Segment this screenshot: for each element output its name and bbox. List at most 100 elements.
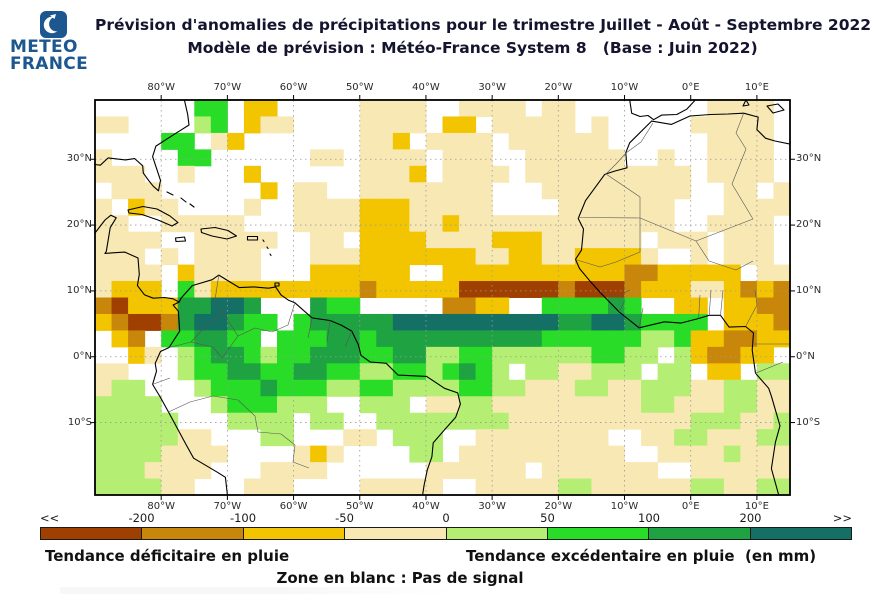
map-cell bbox=[773, 429, 791, 447]
map-cell bbox=[674, 281, 692, 298]
map-cell bbox=[492, 248, 510, 266]
map-cell bbox=[723, 165, 741, 183]
map-cell bbox=[591, 165, 609, 183]
map-cell bbox=[574, 346, 592, 364]
map-cell bbox=[277, 462, 295, 480]
map-cell bbox=[723, 346, 741, 364]
map-cell bbox=[591, 132, 609, 150]
map-cell bbox=[740, 412, 758, 430]
map-cell bbox=[260, 396, 278, 414]
map-cell bbox=[144, 478, 162, 496]
faint-watermark bbox=[60, 587, 455, 594]
map-cell bbox=[111, 478, 129, 496]
map-cell bbox=[326, 297, 344, 315]
map-cell bbox=[277, 478, 295, 496]
map-cell bbox=[657, 215, 675, 233]
map-cell bbox=[95, 478, 113, 496]
map-cell bbox=[442, 297, 460, 315]
map-cell bbox=[177, 363, 195, 381]
map-cell bbox=[558, 231, 576, 249]
map-cell bbox=[690, 281, 708, 298]
map-cell bbox=[442, 462, 460, 480]
map-cell bbox=[591, 116, 609, 134]
map-cell bbox=[607, 297, 626, 315]
map-cell bbox=[756, 445, 774, 463]
map-cell bbox=[310, 198, 328, 216]
map-cell bbox=[177, 149, 195, 167]
map-cell bbox=[558, 182, 576, 200]
map-cell bbox=[508, 132, 526, 150]
map-cell bbox=[425, 412, 443, 430]
map-cell bbox=[376, 330, 394, 348]
map-cell bbox=[111, 182, 129, 200]
map-cell bbox=[459, 149, 477, 167]
map-cell bbox=[210, 363, 228, 381]
map-cell bbox=[376, 215, 394, 233]
map-cell bbox=[541, 132, 559, 150]
map-cell bbox=[492, 231, 510, 249]
map-cell bbox=[459, 116, 477, 134]
map-cell bbox=[392, 396, 410, 414]
lon-label-top: 10°E bbox=[744, 82, 769, 93]
map-cell bbox=[558, 198, 576, 216]
map-cell bbox=[641, 379, 659, 397]
map-cell bbox=[128, 478, 146, 496]
map-cell bbox=[161, 313, 179, 331]
map-cell bbox=[657, 231, 675, 249]
lon-label-bottom: 0°E bbox=[681, 501, 700, 512]
map-cell bbox=[343, 313, 361, 331]
map-cell bbox=[177, 132, 195, 150]
map-cell bbox=[277, 116, 295, 134]
map-cell bbox=[475, 396, 493, 414]
map-cell bbox=[227, 396, 245, 414]
map-cell bbox=[425, 379, 443, 397]
map-cell bbox=[442, 281, 460, 298]
map-cell bbox=[243, 346, 261, 364]
lat-label-right: 10°S bbox=[796, 416, 821, 428]
map-cell bbox=[525, 346, 543, 364]
map-cell bbox=[210, 116, 228, 134]
map-cell bbox=[558, 132, 576, 150]
map-cell bbox=[243, 297, 261, 315]
map-cell bbox=[674, 478, 692, 496]
map-cell bbox=[690, 445, 708, 463]
map-cell bbox=[459, 198, 477, 216]
map-cell bbox=[442, 198, 460, 216]
map-cell bbox=[409, 165, 427, 183]
map-cell bbox=[243, 363, 261, 381]
map-cell bbox=[277, 346, 295, 364]
map-cell bbox=[194, 313, 212, 331]
colorbar-segment bbox=[40, 527, 143, 540]
map-cell bbox=[624, 363, 642, 381]
map-cell bbox=[674, 412, 692, 430]
map-cell bbox=[740, 330, 758, 348]
map-cell bbox=[343, 264, 361, 282]
page-subtitle: Modèle de prévision : Météo-France Syste… bbox=[187, 39, 758, 57]
map-cell bbox=[657, 281, 675, 298]
map-cell bbox=[740, 215, 758, 233]
map-cell bbox=[128, 346, 146, 364]
map-cell bbox=[641, 478, 659, 496]
colorbar-tick-label: 50 bbox=[540, 511, 555, 525]
map-cell bbox=[409, 313, 427, 331]
map-cell bbox=[392, 100, 410, 117]
map-cell bbox=[773, 445, 791, 463]
map-cell bbox=[177, 281, 195, 298]
map-cell bbox=[161, 330, 179, 348]
map-cell bbox=[492, 379, 510, 397]
map-cell bbox=[508, 215, 526, 233]
map-cell bbox=[111, 165, 129, 183]
map-cell bbox=[194, 363, 212, 381]
map-cell bbox=[243, 330, 261, 348]
colorbar-tick-label: -200 bbox=[128, 511, 155, 525]
map-cell bbox=[574, 445, 592, 463]
map-cell bbox=[492, 478, 510, 496]
map-cell bbox=[95, 363, 113, 381]
map-cell bbox=[392, 478, 410, 496]
map-cell bbox=[591, 215, 609, 233]
map-cell bbox=[392, 132, 410, 150]
map-cell bbox=[177, 264, 195, 282]
map-cell bbox=[508, 116, 526, 134]
map-cell bbox=[128, 396, 146, 414]
map-cell bbox=[740, 248, 758, 266]
